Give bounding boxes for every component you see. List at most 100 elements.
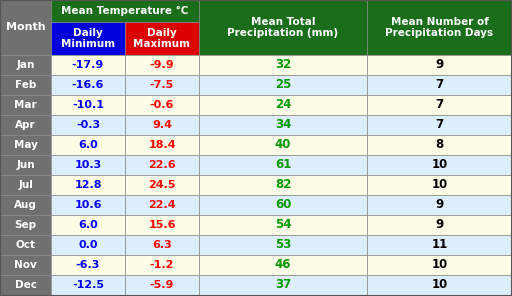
Bar (367, 235, 512, 255)
Text: 7: 7 (435, 118, 443, 131)
Text: 32: 32 (275, 59, 291, 72)
Bar (125, 255, 199, 275)
Text: Mean Total
Precipitation (mm): Mean Total Precipitation (mm) (227, 17, 338, 38)
Bar (0, 235, 51, 255)
Bar (199, 75, 367, 95)
Bar (367, 175, 512, 195)
Bar (125, 95, 199, 115)
Bar (125, 275, 199, 295)
Text: Mean Temperature °C: Mean Temperature °C (61, 6, 189, 16)
Bar (51, 22, 125, 55)
Bar (199, 0, 367, 55)
Bar (367, 75, 512, 95)
Bar (51, 255, 125, 275)
Text: Daily
Minimum: Daily Minimum (61, 28, 115, 49)
Text: -16.6: -16.6 (72, 80, 104, 90)
Bar (125, 135, 199, 155)
Bar (51, 115, 125, 135)
Bar (367, 115, 512, 135)
Bar (367, 275, 512, 295)
Bar (125, 215, 199, 235)
Bar (367, 195, 512, 215)
Text: Mean Number of
Precipitation Days: Mean Number of Precipitation Days (386, 17, 494, 38)
Text: -17.9: -17.9 (72, 60, 104, 70)
Bar (125, 115, 199, 135)
Text: 37: 37 (275, 279, 291, 292)
Bar (125, 195, 199, 215)
Text: Mar: Mar (14, 100, 37, 110)
Bar (0, 215, 51, 235)
Text: 53: 53 (275, 239, 291, 252)
Text: 40: 40 (275, 139, 291, 152)
Text: 10: 10 (432, 279, 447, 292)
Text: 24.5: 24.5 (148, 180, 176, 190)
Text: Oct: Oct (15, 240, 35, 250)
Text: 25: 25 (275, 78, 291, 91)
Bar (367, 95, 512, 115)
Text: 22.4: 22.4 (148, 200, 176, 210)
Bar (125, 22, 199, 55)
Bar (0, 75, 51, 95)
Bar (0, 135, 51, 155)
Text: May: May (13, 140, 37, 150)
Bar (199, 235, 367, 255)
Bar (51, 95, 125, 115)
Text: -6.3: -6.3 (76, 260, 100, 270)
Bar (367, 135, 512, 155)
Bar (199, 95, 367, 115)
Bar (0, 195, 51, 215)
Bar (51, 155, 125, 175)
Bar (199, 135, 367, 155)
Text: 15.6: 15.6 (148, 220, 176, 230)
Bar (125, 55, 199, 75)
Bar (367, 0, 512, 55)
Text: Jan: Jan (16, 60, 35, 70)
Bar (51, 0, 199, 22)
Text: Nov: Nov (14, 260, 37, 270)
Bar (51, 175, 125, 195)
Bar (125, 155, 199, 175)
Bar (0, 175, 51, 195)
Text: Daily
Maximum: Daily Maximum (134, 28, 190, 49)
Text: Jul: Jul (18, 180, 33, 190)
Bar (199, 55, 367, 75)
Text: 10: 10 (432, 258, 447, 271)
Bar (199, 115, 367, 135)
Bar (199, 275, 367, 295)
Bar (51, 235, 125, 255)
Bar (125, 235, 199, 255)
Text: -10.1: -10.1 (72, 100, 104, 110)
Bar (199, 255, 367, 275)
Bar (199, 215, 367, 235)
Text: 46: 46 (275, 258, 291, 271)
Bar (51, 135, 125, 155)
Text: 6.0: 6.0 (78, 140, 98, 150)
Bar (367, 215, 512, 235)
Text: 10.3: 10.3 (74, 160, 101, 170)
Bar (367, 255, 512, 275)
Text: Month: Month (6, 22, 46, 33)
Text: -0.3: -0.3 (76, 120, 100, 130)
Text: 18.4: 18.4 (148, 140, 176, 150)
Bar (0, 0, 51, 55)
Text: 8: 8 (435, 139, 443, 152)
Bar (51, 215, 125, 235)
Text: 7: 7 (435, 78, 443, 91)
Text: -5.9: -5.9 (150, 280, 174, 290)
Text: Sep: Sep (14, 220, 36, 230)
Bar (367, 55, 512, 75)
Text: -1.2: -1.2 (150, 260, 174, 270)
Text: 10.6: 10.6 (74, 200, 102, 210)
Text: 61: 61 (275, 158, 291, 171)
Text: 82: 82 (275, 178, 291, 192)
Bar (0, 155, 51, 175)
Text: -9.9: -9.9 (150, 60, 174, 70)
Bar (125, 175, 199, 195)
Text: 0.0: 0.0 (78, 240, 98, 250)
Text: 9: 9 (435, 218, 443, 231)
Text: 60: 60 (275, 199, 291, 212)
Text: 11: 11 (432, 239, 447, 252)
Bar (51, 195, 125, 215)
Bar (199, 155, 367, 175)
Text: 9: 9 (435, 199, 443, 212)
